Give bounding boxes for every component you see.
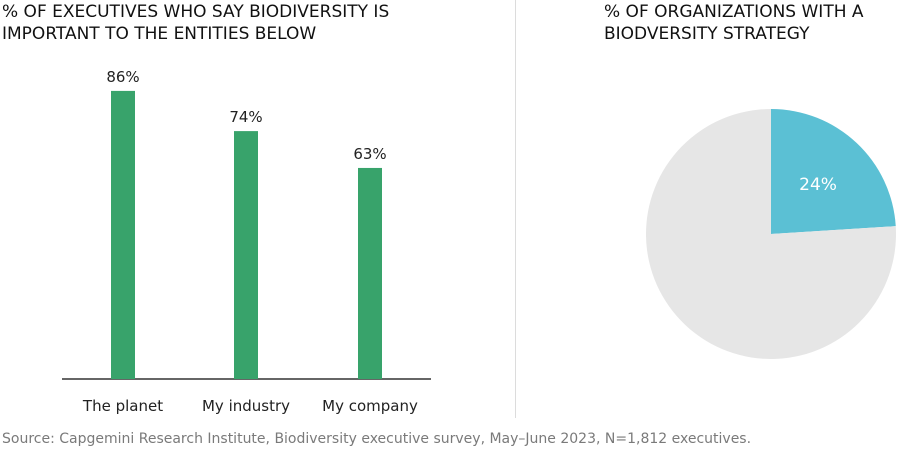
bar-chart-title: % OF EXECUTIVES WHO SAY BIODIVERSITY IS … xyxy=(2,2,390,44)
bar-1 xyxy=(111,90,135,380)
bar-category-label: My industry xyxy=(202,397,290,415)
bar-value-label: 86% xyxy=(106,68,139,86)
bar-category-label: The planet xyxy=(82,397,163,415)
pie-slice-label: 24% xyxy=(799,175,837,195)
pie-chart-title: % OF ORGANIZATIONS WITH A BIODVERSITY ST… xyxy=(604,2,864,44)
pie-slice-2 xyxy=(646,109,897,359)
bar-2 xyxy=(234,131,258,379)
bar-value-label: 63% xyxy=(353,145,386,163)
source-note: Source: Capgemini Research Institute, Bi… xyxy=(2,431,752,447)
bar-3 xyxy=(358,167,382,379)
bar-category-label: My company xyxy=(322,397,418,415)
bar-chart: 86% The planet 74% My industry 63% My company xyxy=(62,68,431,415)
bar-value-label: 74% xyxy=(229,108,262,126)
pie-slice-1 xyxy=(771,109,896,234)
pie-chart: 24% xyxy=(646,109,897,359)
chart-divider xyxy=(515,0,516,418)
